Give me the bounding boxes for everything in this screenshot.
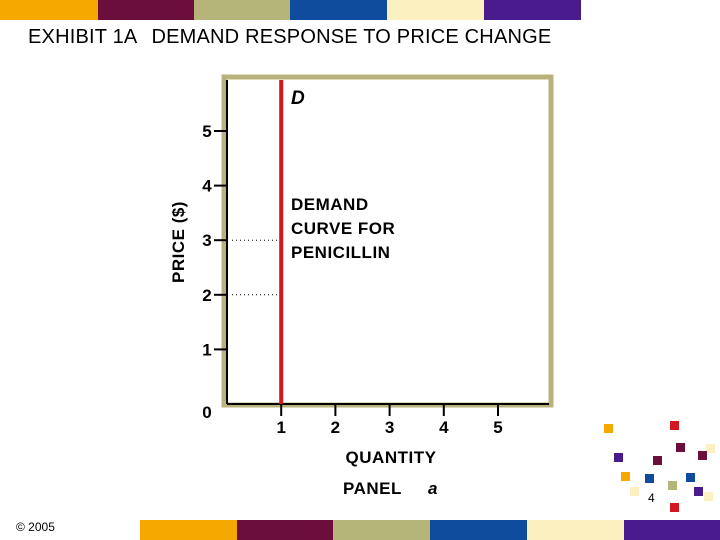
x-tick-label: 5 <box>493 418 502 437</box>
band-segment <box>387 0 484 20</box>
decor-square <box>706 444 715 453</box>
panel-letter: a <box>428 479 437 498</box>
band-segment <box>333 520 430 540</box>
decor-square <box>686 473 695 482</box>
band-segment <box>430 520 527 540</box>
band-segment <box>98 0 194 20</box>
top-color-band <box>0 0 720 20</box>
band-segment <box>290 0 387 20</box>
plot-frame <box>221 74 554 408</box>
decor-square <box>621 472 630 481</box>
bottom-color-band <box>140 520 720 540</box>
slide-title: EXHIBIT 1A DEMAND RESPONSE TO PRICE CHANG… <box>28 26 551 49</box>
band-segment <box>624 520 720 540</box>
y-tick-label: 5 <box>202 122 211 141</box>
band-segment <box>140 520 237 540</box>
y-tick-label: 0 <box>202 403 211 422</box>
decor-square <box>698 451 707 460</box>
decor-square <box>670 503 679 512</box>
decor-square <box>670 421 679 430</box>
decor-square <box>694 487 703 496</box>
band-segment <box>484 0 581 20</box>
decor-square <box>704 492 713 501</box>
band-segment <box>0 0 98 20</box>
decor-square <box>645 474 654 483</box>
exhibit-label: EXHIBIT 1A <box>28 26 138 48</box>
y-tick-label: 2 <box>202 286 211 305</box>
exhibit-title: DEMAND RESPONSE TO PRICE CHANGE <box>151 26 552 48</box>
x-axis-label: QUANTITY <box>346 448 437 467</box>
x-tick-label: 2 <box>331 418 340 437</box>
decor-square <box>653 456 662 465</box>
series-label-d: D <box>291 88 305 109</box>
y-tick-label: 4 <box>202 177 212 196</box>
copyright-notice: © 2005 <box>16 520 55 534</box>
decor-square <box>614 453 623 462</box>
panel-label: PANEL <box>343 479 402 498</box>
band-segment <box>527 520 624 540</box>
x-tick-label: 4 <box>439 418 449 437</box>
decor-square <box>604 424 613 433</box>
y-tick-label: 1 <box>202 340 211 359</box>
decor-square <box>668 481 677 490</box>
y-tick-label: 3 <box>202 231 211 250</box>
x-tick-label: 1 <box>276 418 285 437</box>
curve-annotation-line: DEMAND <box>291 195 369 214</box>
band-segment <box>237 520 333 540</box>
curve-annotation-line: CURVE FOR <box>291 219 395 238</box>
y-axis-label: PRICE ($) <box>169 201 188 283</box>
band-segment <box>194 0 290 20</box>
decor-square <box>630 487 639 496</box>
curve-annotation-line: PENICILLIN <box>291 243 390 262</box>
x-tick-label: 3 <box>385 418 394 437</box>
decor-square <box>676 443 685 452</box>
page-number: 4 <box>648 491 655 505</box>
